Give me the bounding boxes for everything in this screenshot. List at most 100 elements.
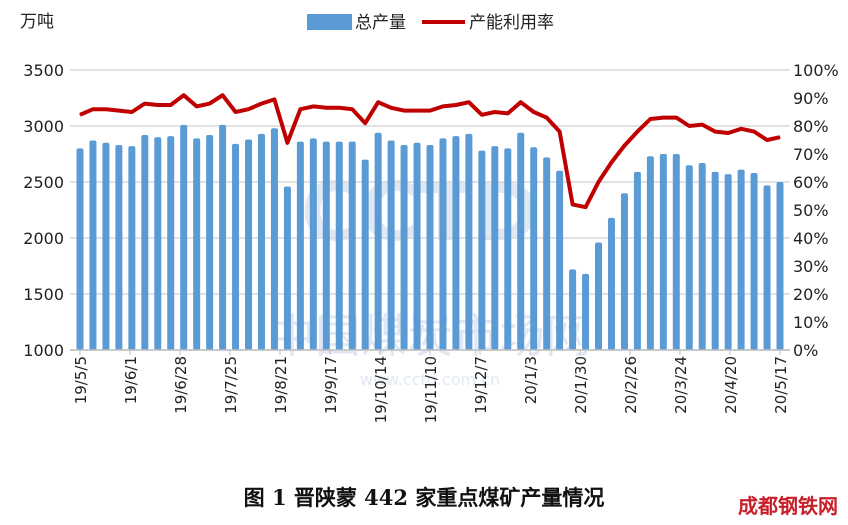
- bar: [517, 132, 525, 350]
- line-point: [598, 181, 600, 183]
- line-point: [559, 131, 561, 133]
- line-point: [649, 118, 651, 120]
- line-point: [585, 206, 587, 208]
- line-point: [92, 108, 94, 110]
- line-point: [688, 125, 690, 127]
- y-left-tick-label: 2500: [23, 173, 64, 192]
- x-tick-label: 19/6/1: [122, 356, 140, 404]
- line-point: [183, 94, 185, 96]
- x-tick-label: 20/5/17: [772, 356, 790, 414]
- bar: [685, 165, 693, 350]
- bar: [283, 186, 291, 350]
- bar: [504, 148, 512, 350]
- line-point: [572, 203, 574, 205]
- bar: [76, 148, 84, 350]
- y-left-tick-label: 2000: [23, 229, 64, 248]
- line-point: [468, 101, 470, 103]
- bar: [607, 217, 615, 350]
- y-left-tick-label: 1500: [23, 285, 64, 304]
- line-point: [131, 111, 133, 113]
- bar: [245, 139, 253, 350]
- bar: [400, 145, 408, 350]
- line-point: [196, 105, 198, 107]
- legend-label-line: 产能利用率: [469, 13, 554, 33]
- line-point: [442, 105, 444, 107]
- bar: [128, 146, 136, 350]
- bar: [491, 146, 499, 350]
- line-point: [118, 110, 120, 112]
- bar: [711, 171, 719, 350]
- y-right-tick-label: 40%: [793, 229, 829, 248]
- line-point: [248, 108, 250, 110]
- line-point: [701, 124, 703, 126]
- line-point: [312, 105, 314, 107]
- bar: [582, 273, 590, 350]
- bar: [335, 141, 343, 350]
- y-right-tick-label: 60%: [793, 173, 829, 192]
- x-tick-label: 19/11/10: [422, 356, 440, 423]
- bar: [439, 138, 447, 350]
- line-point: [286, 142, 288, 144]
- line-point: [766, 139, 768, 141]
- line-point: [455, 104, 457, 106]
- bar: [763, 185, 771, 350]
- line-point: [623, 145, 625, 147]
- line-point: [507, 112, 509, 114]
- line-point: [494, 111, 496, 113]
- bar: [309, 138, 317, 350]
- line-point: [377, 101, 379, 103]
- line-point: [779, 136, 781, 138]
- x-tick-label: 20/3/24: [672, 356, 690, 414]
- x-tick-label: 19/7/25: [222, 356, 240, 414]
- line-point: [533, 111, 535, 113]
- bar: [426, 145, 434, 350]
- corner-logo-text: 成都钢铁网: [738, 494, 838, 518]
- line-point: [481, 114, 483, 116]
- x-tick-label: 19/8/21: [272, 356, 290, 414]
- y-left-unit: 万吨: [20, 12, 54, 32]
- x-tick-label: 19/5/5: [72, 356, 90, 404]
- x-tick-label: 19/9/17: [322, 356, 340, 414]
- bar: [257, 133, 265, 350]
- line-point: [235, 111, 237, 113]
- bar: [219, 124, 227, 350]
- line-point: [753, 131, 755, 133]
- y-right-tick-label: 0%: [793, 341, 818, 360]
- line-point: [714, 131, 716, 133]
- line-point: [79, 114, 81, 116]
- bar: [322, 141, 330, 350]
- bar: [193, 138, 201, 350]
- bar: [556, 170, 564, 350]
- chart-caption: 图 1 晋陕蒙 442 家重点煤矿产量情况: [243, 485, 605, 510]
- watermark-url: www.cctd.com.cn: [360, 370, 500, 389]
- line-point: [273, 98, 275, 100]
- bar: [89, 140, 97, 350]
- line-point: [727, 132, 729, 134]
- bar: [413, 142, 421, 350]
- bar: [296, 141, 304, 350]
- bar: [465, 133, 473, 350]
- x-tick-label: 19/12/7: [472, 356, 490, 414]
- line-point: [403, 110, 405, 112]
- chart-svg: CCTD 中国煤炭市场网 www.cctd.com.cn 10001500200…: [20, 12, 839, 423]
- line-point: [222, 94, 224, 96]
- line-point: [338, 107, 340, 109]
- bar: [776, 182, 784, 350]
- bar: [595, 242, 603, 350]
- x-tick-label: 20/1/30: [572, 356, 590, 414]
- bar: [387, 140, 395, 350]
- x-tick-label: 19/6/28: [172, 356, 190, 414]
- line-point: [520, 101, 522, 103]
- bar: [270, 128, 278, 350]
- line-point: [170, 104, 172, 106]
- line-point: [662, 117, 664, 119]
- line-point: [546, 117, 548, 119]
- line-point: [144, 103, 146, 105]
- y-right-tick-label: 30%: [793, 257, 829, 276]
- bar: [232, 143, 240, 350]
- bar: [115, 145, 123, 350]
- y-right-tick-label: 80%: [793, 117, 829, 136]
- bar: [659, 154, 667, 350]
- bar: [633, 171, 641, 350]
- y-right-tick-label: 100%: [793, 61, 839, 80]
